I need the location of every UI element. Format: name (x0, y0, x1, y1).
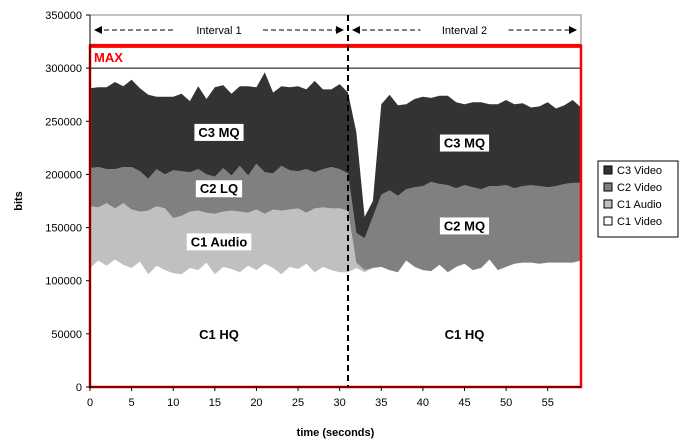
region-label-group: C1 HQ (195, 325, 243, 343)
interval-arrowhead (335, 26, 344, 34)
axes: 0 50000 100000 150000 200000 250000 300000 3500… (13, 10, 581, 439)
x-axis-title: time (seconds) (297, 427, 375, 439)
y-tick-label: 300000 (45, 63, 82, 75)
x-tick-label: 55 (542, 397, 554, 409)
y-tick-label: 250000 (45, 116, 82, 128)
legend: C3 Video C2 Video C1 Audio C1 Video (597, 160, 679, 238)
y-tick-label: 350000 (45, 10, 82, 22)
region-label-box (186, 233, 252, 251)
legend-swatch (603, 165, 613, 175)
series-area-3 (90, 72, 581, 239)
region-label: C2 MQ (444, 218, 485, 233)
region-label-box (439, 217, 490, 235)
region-label-group: C1 HQ (440, 325, 489, 343)
legend-label: C3 Video (617, 165, 662, 177)
x-tick-label: 10 (167, 397, 179, 409)
x-tick-label: 5 (129, 397, 135, 409)
region-label-group: C3 MQ (194, 123, 244, 141)
region-label: C3 MQ (198, 125, 239, 140)
x-tick-label: 25 (292, 397, 304, 409)
legend-label: C1 Audio (617, 199, 662, 211)
region-label: C1 HQ (445, 327, 485, 342)
region-label-box (195, 180, 243, 198)
y-tick-label: 50000 (51, 329, 82, 341)
area-fills (89, 14, 582, 388)
x-tick-label: 30 (334, 397, 346, 409)
legend-label: C1 Video (617, 216, 662, 228)
x-tick-label: 35 (375, 397, 387, 409)
region-label: C1 Audio (191, 234, 248, 249)
interval-arrowhead (94, 26, 102, 34)
region-label: C3 MQ (444, 136, 485, 151)
region-label-box (440, 325, 489, 343)
y-tick-label: 200000 (45, 169, 82, 181)
interval-label: Interval 1 (196, 25, 241, 37)
x-tick-label: 45 (458, 397, 470, 409)
interval-arrowhead (569, 26, 577, 34)
x-tick-label: 50 (500, 397, 512, 409)
y-tick-label: 150000 (45, 223, 82, 235)
region-label: C1 HQ (199, 327, 239, 342)
legend-swatch (603, 182, 613, 192)
x-tick-label: 40 (417, 397, 429, 409)
interval-arrowhead (351, 26, 360, 34)
series-area-0 (90, 259, 581, 387)
region-label-group: C2 LQ (195, 180, 243, 198)
series-area-1 (90, 203, 581, 275)
region-label-group: C3 MQ (439, 134, 490, 152)
region-label: C2 LQ (200, 181, 238, 196)
region-label-group: C2 MQ (439, 217, 490, 235)
x-tick-label: 15 (209, 397, 221, 409)
overlay-lines: MAX (88, 15, 583, 389)
x-tick-label: 0 (87, 397, 93, 409)
legend-label: C2 Video (617, 182, 662, 194)
region-label-box (195, 325, 243, 343)
region-label-group: C1 Audio (186, 233, 252, 251)
y-tick-label: 100000 (45, 276, 82, 288)
interval-label: Interval 2 (442, 25, 487, 37)
region-label-box (439, 134, 490, 152)
interval-annotations: Interval 1 Interval 2 (94, 25, 577, 37)
legend-swatch (603, 216, 613, 226)
legend-swatch (603, 199, 613, 209)
region-label-box (194, 123, 244, 141)
region-labels: C3 MQ C2 LQ C1 Audio C1 HQ C3 MQ C2 MQ C1 HQ (186, 123, 490, 343)
y-axis-title: bits (13, 191, 25, 211)
x-tick-label: 20 (250, 397, 262, 409)
y-tick-label: 0 (76, 382, 82, 394)
max-label: MAX (94, 50, 123, 65)
